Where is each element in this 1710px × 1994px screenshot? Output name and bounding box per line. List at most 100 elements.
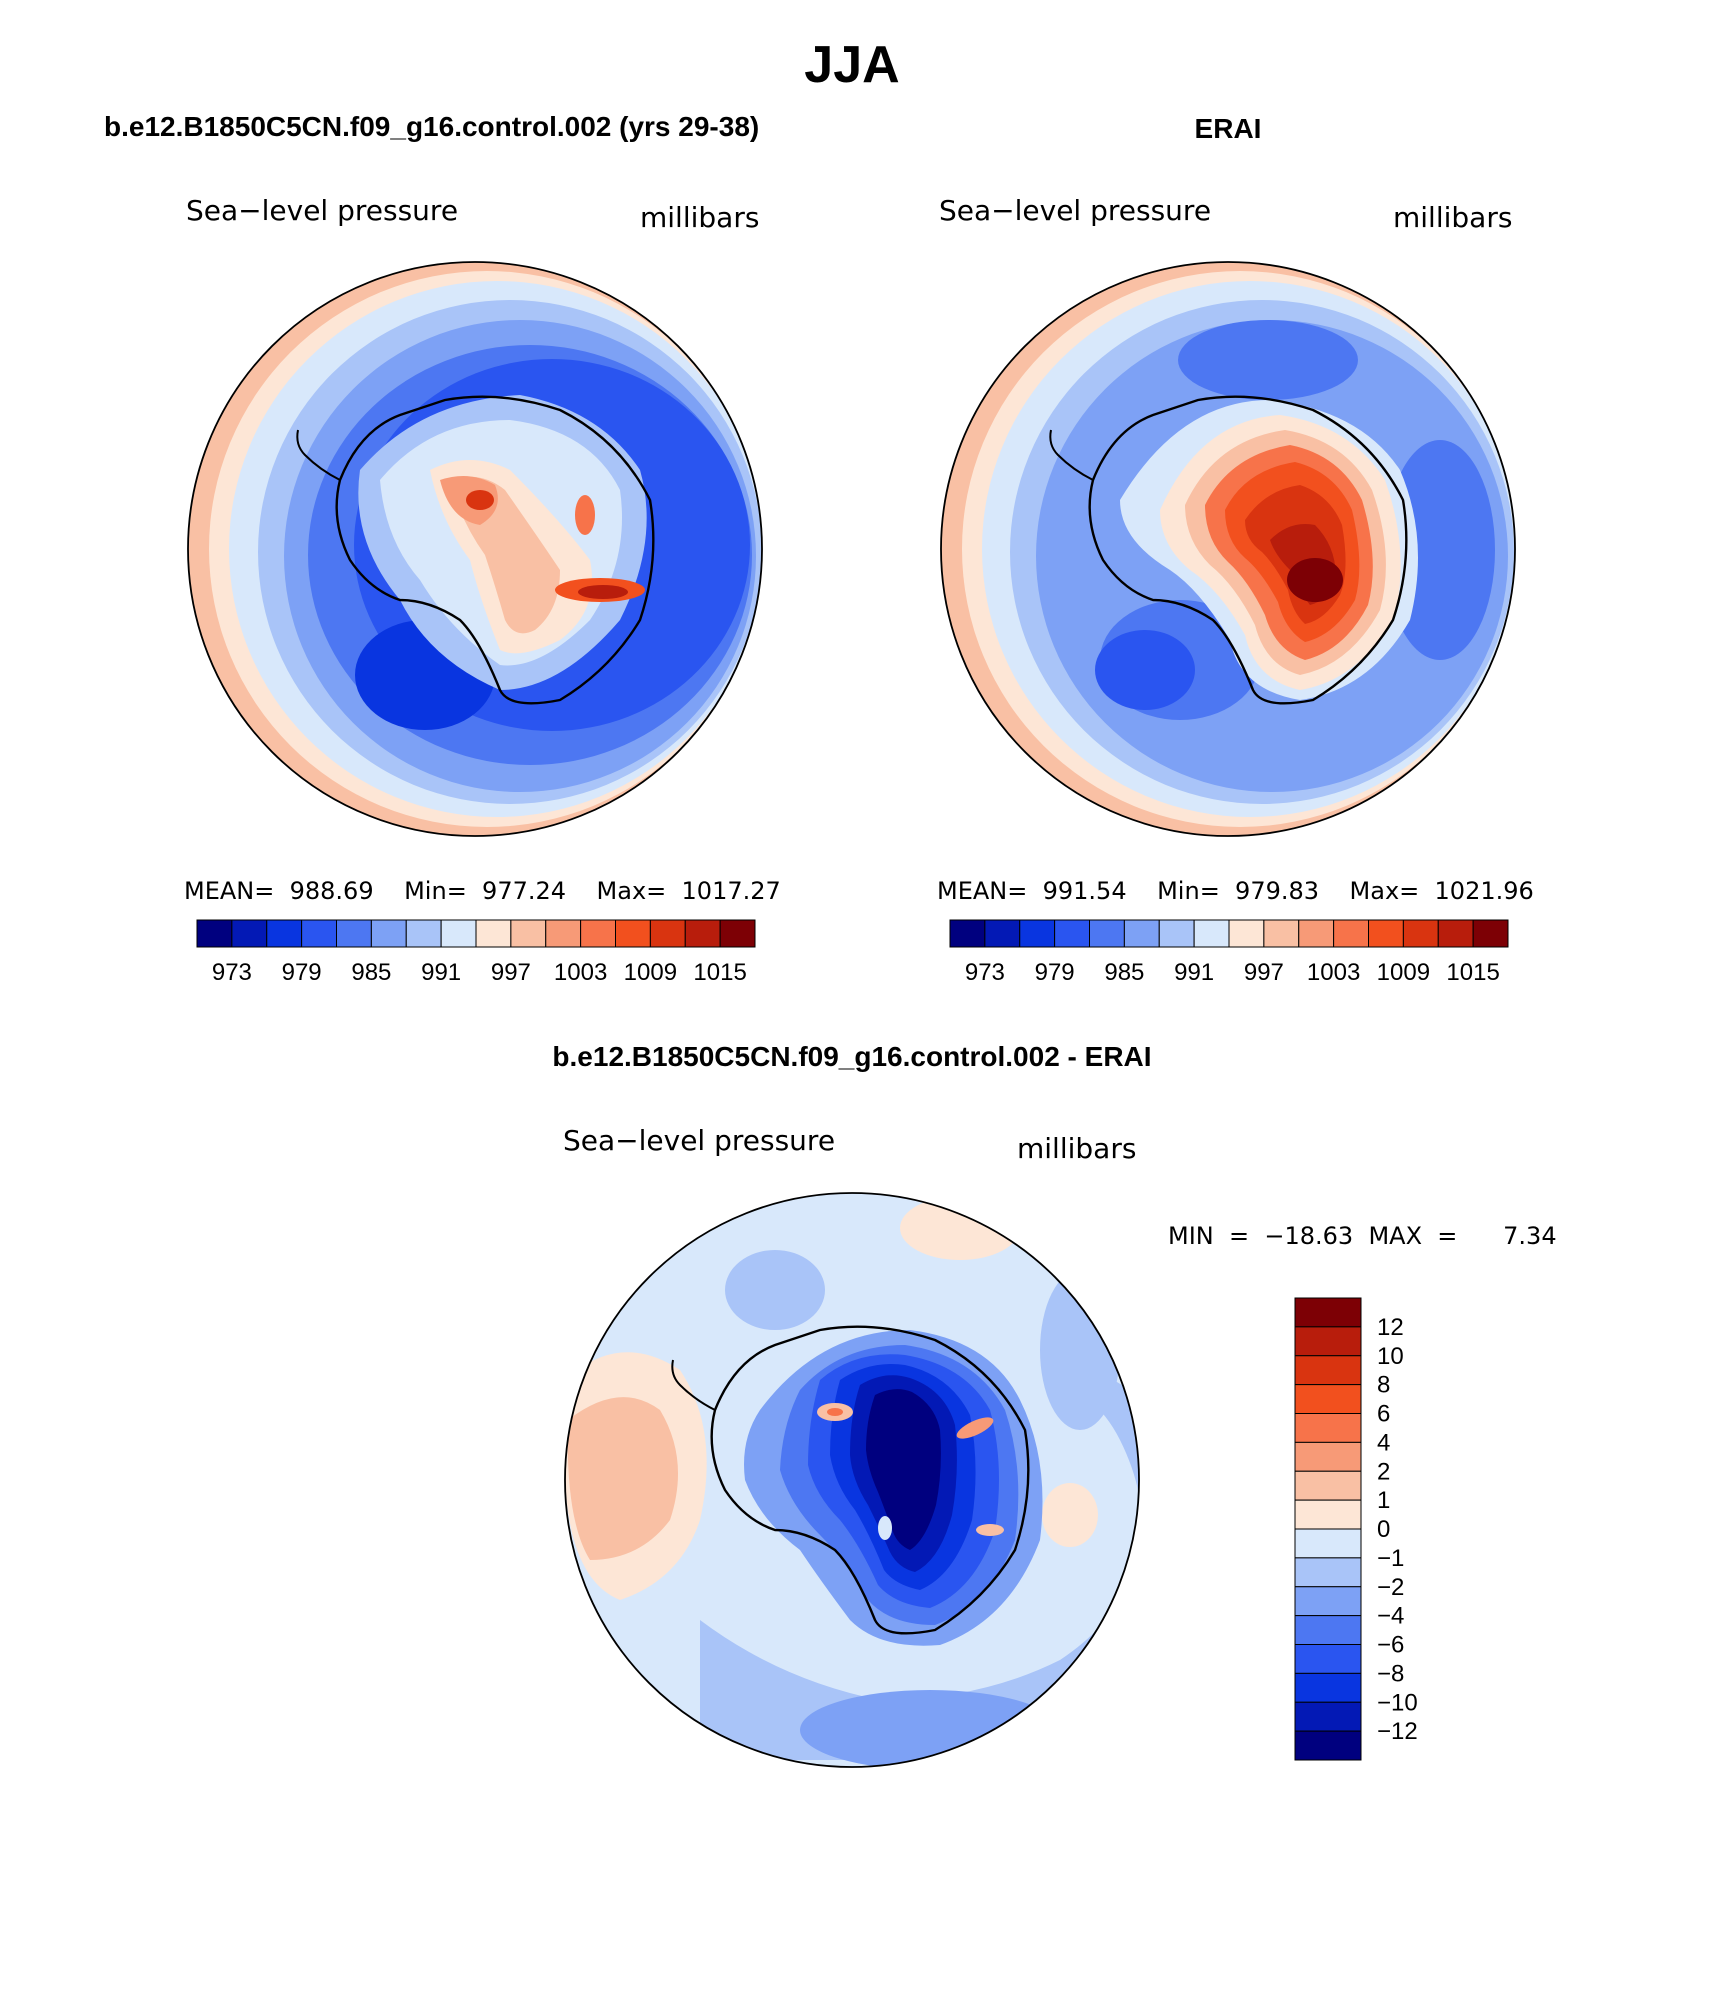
panel-a-colorbar-tick-label: 1009 bbox=[624, 959, 677, 986]
panel-c-colorbar-tick-label: −10 bbox=[1377, 1689, 1418, 1716]
panel-c-stats: MIN = −18.63 MAX = 7.34 bbox=[1168, 1222, 1557, 1250]
panel-c-colorbar-swatch bbox=[1294, 1528, 1362, 1559]
panel-c-colorbar-swatch bbox=[1294, 1557, 1362, 1588]
panel-c-colorbar-swatch bbox=[1294, 1326, 1362, 1357]
panel-b-heading: ERAI bbox=[1195, 113, 1262, 144]
panel-b-colorbar-tick-label: 991 bbox=[1174, 959, 1214, 986]
panel-a-colorbar-tick-label: 985 bbox=[351, 959, 391, 986]
panel-c-heading: b.e12.B1850C5CN.f09_g16.control.002 - ER… bbox=[552, 1041, 1151, 1072]
panel-c-colorbar-tick-label: 4 bbox=[1377, 1429, 1390, 1456]
panel-c-colorbar-swatch bbox=[1294, 1413, 1362, 1443]
panel-b-colorbar-tick-label: 973 bbox=[965, 959, 1005, 986]
panel-b-colorbar-swatch bbox=[1123, 919, 1160, 948]
panel-c-colorbar-tick-label: 2 bbox=[1377, 1458, 1390, 1485]
panel-a-colorbar-swatch bbox=[196, 919, 233, 948]
panel-c-colorbar-tick-label: 8 bbox=[1377, 1372, 1390, 1399]
panel-a-colorbar-swatch bbox=[719, 919, 756, 948]
panel-a-colorbar-swatch bbox=[649, 919, 686, 948]
panel-b-colorbar-swatch bbox=[1019, 919, 1056, 948]
panel-c-colorbar-swatch bbox=[1294, 1701, 1362, 1732]
panel-c-variable: Sea−level pressure bbox=[563, 1124, 835, 1157]
panel-a-colorbar-swatch bbox=[684, 919, 721, 948]
panel-a-colorbar: 973 979 985 991 997 1003 1009 1015 bbox=[196, 919, 756, 986]
panel-b-colorbar-swatch bbox=[1089, 919, 1125, 948]
panel-b-map bbox=[941, 262, 1515, 836]
panel-b-colorbar-swatch bbox=[1402, 919, 1439, 948]
panel-b-colorbar-swatch bbox=[1472, 919, 1509, 948]
panel-b-colorbar: 973 979 985 991 997 1003 1009 1015 bbox=[949, 919, 1509, 986]
panel-c-map bbox=[565, 1193, 1139, 1767]
panel-a-variable: Sea−level pressure bbox=[186, 194, 458, 227]
panel-b-colorbar-tick-label: 979 bbox=[1035, 959, 1075, 986]
panel-a-colorbar-swatch bbox=[510, 919, 547, 948]
panel-a-colorbar-swatch bbox=[580, 919, 616, 948]
panel-a-colorbar-tick-label: 973 bbox=[212, 959, 252, 986]
panel-b-colorbar-swatch bbox=[1437, 919, 1474, 948]
panel-a-colorbar-swatch bbox=[405, 919, 442, 948]
panel-b-stats: MEAN= 991.54 Min= 979.83 Max= 1021.96 bbox=[937, 877, 1534, 905]
panel-b-colorbar-swatch bbox=[949, 919, 986, 948]
panel-c-colorbar-swatch bbox=[1294, 1384, 1362, 1414]
panel-b-colorbar-tick-label: 1003 bbox=[1307, 959, 1360, 986]
panel-b-colorbar-tick-label: 997 bbox=[1244, 959, 1284, 986]
panel-b-variable: Sea−level pressure bbox=[939, 194, 1211, 227]
panel-b-units: millibars bbox=[1393, 201, 1512, 234]
panel-a-colorbar-swatch bbox=[615, 919, 651, 948]
panel-a-colorbar-swatch bbox=[336, 919, 372, 948]
panel-a-colorbar-tick-label: 1003 bbox=[554, 959, 607, 986]
panel-c-map-border bbox=[564, 1192, 1140, 1768]
panel-a-colorbar-swatch bbox=[475, 919, 512, 948]
panel-c-colorbar-tick-label: −12 bbox=[1377, 1718, 1418, 1745]
panel-a-colorbar-swatch bbox=[231, 919, 268, 948]
panel-c-colorbar-swatch bbox=[1294, 1470, 1362, 1501]
panel-c-colorbar-tick-label: 0 bbox=[1377, 1516, 1390, 1543]
panel-c-colorbar-swatch bbox=[1294, 1499, 1362, 1530]
panel-c-colorbar-tick-label: −8 bbox=[1377, 1660, 1404, 1687]
panel-b-colorbar-swatch bbox=[984, 919, 1021, 948]
panel-b-colorbar-swatch bbox=[1193, 919, 1230, 948]
panel-b-colorbar-swatch bbox=[1158, 919, 1195, 948]
panel-c-colorbar-tick-label: 10 bbox=[1377, 1343, 1404, 1370]
panel-a-stats: MEAN= 988.69 Min= 977.24 Max= 1017.27 bbox=[184, 877, 781, 905]
panel-c-colorbar-swatch bbox=[1294, 1672, 1362, 1703]
panel-c-colorbar-swatch bbox=[1294, 1441, 1362, 1472]
panel-c-units: millibars bbox=[1017, 1132, 1136, 1165]
panel-c-colorbar-tick-label: 1 bbox=[1377, 1487, 1390, 1514]
panel-b-colorbar-swatch bbox=[1228, 919, 1265, 948]
panel-c-colorbar-tick-label: −2 bbox=[1377, 1574, 1404, 1601]
panel-c-colorbar-swatch bbox=[1294, 1586, 1362, 1617]
panel-a-colorbar-swatch bbox=[545, 919, 582, 948]
panel-a-colorbar-swatch bbox=[370, 919, 407, 948]
panel-b-colorbar-swatch bbox=[1333, 919, 1369, 948]
panel-a-heading: b.e12.B1850C5CN.f09_g16.control.002 (yrs… bbox=[104, 111, 759, 142]
panel-a-colorbar-swatch bbox=[266, 919, 303, 948]
figure-title: JJA bbox=[804, 36, 899, 94]
panel-a-colorbar-swatch bbox=[301, 919, 337, 948]
panel-c-colorbar-swatch bbox=[1294, 1355, 1362, 1386]
panel-b-colorbar-tick-label: 985 bbox=[1104, 959, 1144, 986]
panel-a-colorbar-swatch bbox=[440, 919, 477, 948]
panel-a-map-border bbox=[187, 261, 763, 837]
panel-b-colorbar-swatch bbox=[1054, 919, 1090, 948]
panel-b-colorbar-swatch bbox=[1263, 919, 1300, 948]
panel-c-colorbar-tick-label: −4 bbox=[1377, 1603, 1404, 1630]
panel-a-colorbar-tick-label: 991 bbox=[421, 959, 461, 986]
panel-c-colorbar-tick-label: −1 bbox=[1377, 1545, 1404, 1572]
panel-a-colorbar-tick-label: 1015 bbox=[693, 959, 746, 986]
panel-b-colorbar-swatch bbox=[1368, 919, 1404, 948]
panel-c-colorbar-swatch bbox=[1294, 1730, 1362, 1761]
panel-a-colorbar-tick-label: 979 bbox=[282, 959, 322, 986]
panel-a-colorbar-tick-label: 997 bbox=[491, 959, 531, 986]
panel-c-colorbar-tick-label: −6 bbox=[1377, 1632, 1404, 1659]
panel-b-colorbar-tick-label: 1015 bbox=[1446, 959, 1499, 986]
panel-a-units: millibars bbox=[640, 201, 759, 234]
panel-c-colorbar-tick-label: 12 bbox=[1377, 1314, 1404, 1341]
panel-b-colorbar-swatch bbox=[1298, 919, 1335, 948]
panel-c-colorbar-swatch bbox=[1294, 1297, 1362, 1328]
panel-a-map bbox=[188, 262, 762, 836]
panel-c-colorbar-tick-label: 6 bbox=[1377, 1401, 1390, 1428]
panel-c-colorbar-swatch bbox=[1294, 1644, 1362, 1674]
panel-c-colorbar-swatch bbox=[1294, 1615, 1362, 1645]
